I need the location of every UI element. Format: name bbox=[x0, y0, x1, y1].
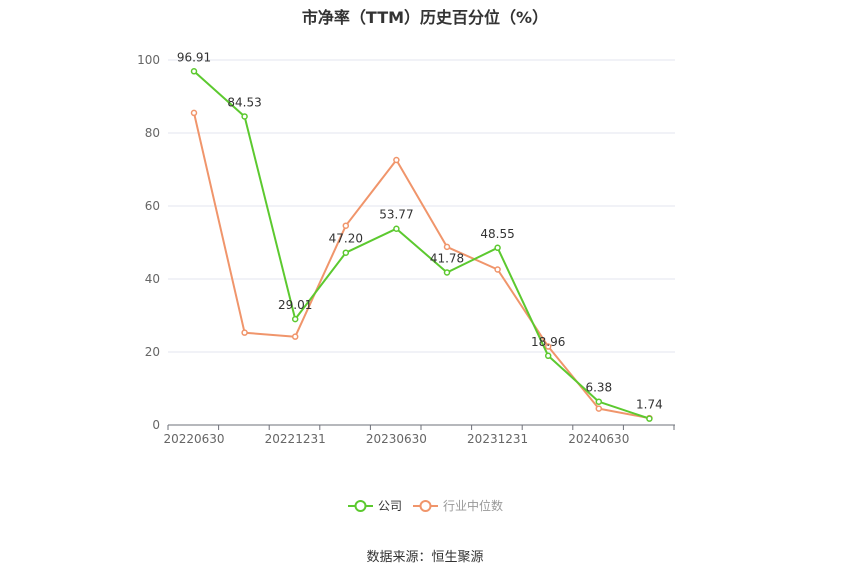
data-label: 53.77 bbox=[379, 208, 413, 222]
series-line-company bbox=[193, 70, 650, 420]
data-point bbox=[494, 266, 501, 273]
data-point bbox=[190, 68, 198, 75]
data-point bbox=[291, 315, 299, 323]
data-point bbox=[544, 343, 552, 350]
y-tick-label: 40 bbox=[145, 272, 160, 286]
data-point bbox=[393, 225, 400, 232]
data-point bbox=[443, 243, 451, 251]
series-line-industry-median bbox=[193, 112, 650, 420]
data-point bbox=[646, 415, 653, 422]
y-tick-label: 100 bbox=[137, 53, 160, 67]
data-label: 18.96 bbox=[531, 335, 565, 349]
y-tick-label: 0 bbox=[152, 418, 160, 432]
data-label: 47.20 bbox=[329, 232, 363, 246]
y-tick-label: 20 bbox=[145, 345, 160, 359]
data-point bbox=[443, 269, 451, 276]
legend-marker-company bbox=[354, 500, 367, 512]
chart-title: 市净率（TTM）历史百分位（%） bbox=[301, 8, 549, 27]
x-tick-label: 20231231 bbox=[467, 432, 528, 446]
x-tick-label: 20230630 bbox=[366, 432, 427, 446]
data-label: 1.74 bbox=[636, 398, 663, 412]
data-label: 96.91 bbox=[177, 50, 211, 64]
data-point bbox=[190, 109, 198, 117]
legend-marker-industry bbox=[419, 500, 432, 512]
x-tick-label: 20221231 bbox=[265, 432, 326, 446]
data-source-note: 数据来源：恒生聚源 bbox=[366, 550, 484, 565]
data-point bbox=[342, 249, 350, 256]
legend-label-industry: 行业中位数 bbox=[443, 498, 503, 513]
data-label: 6.38 bbox=[585, 381, 612, 395]
data-point bbox=[595, 405, 603, 412]
data-point bbox=[291, 333, 299, 340]
data-point bbox=[342, 222, 350, 229]
data-point bbox=[241, 329, 248, 336]
data-label: 84.53 bbox=[227, 95, 261, 109]
data-label: 29.01 bbox=[278, 298, 312, 312]
data-point bbox=[595, 398, 603, 405]
data-label: 48.55 bbox=[480, 227, 514, 241]
y-tick-label: 80 bbox=[145, 126, 160, 140]
data-label: 41.78 bbox=[430, 252, 464, 266]
y-tick-label: 60 bbox=[145, 199, 160, 213]
data-point bbox=[494, 244, 501, 252]
x-tick-label: 20240630 bbox=[568, 432, 629, 446]
data-point bbox=[393, 156, 400, 164]
data-point bbox=[241, 113, 248, 120]
x-tick-label: 20220630 bbox=[163, 432, 224, 446]
legend-label-company: 公司 bbox=[378, 499, 402, 513]
data-point bbox=[544, 352, 552, 360]
